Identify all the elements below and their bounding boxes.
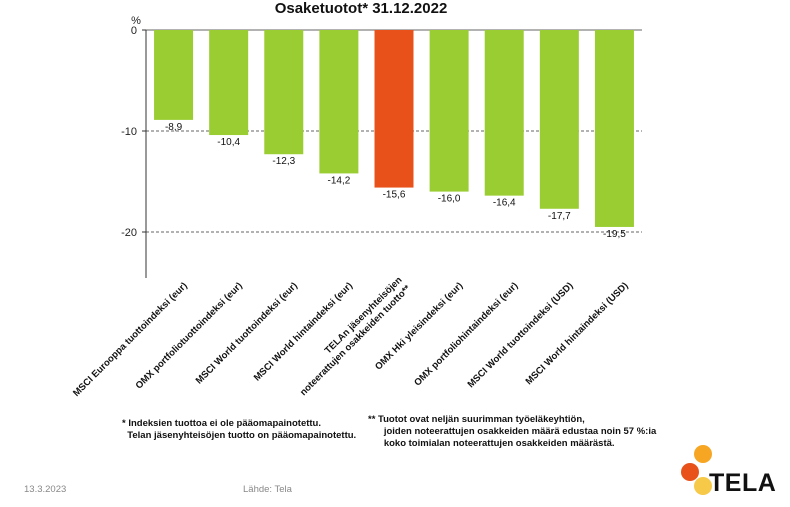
y-axis-unit: %: [131, 15, 141, 27]
category-label: MSCI World tuottoindeksi (USD): [466, 280, 576, 390]
data-label: -15,6: [383, 190, 406, 201]
category-label: OMX portfoliohintaindeksi (eur): [412, 280, 520, 388]
category-label: MSCI World tuottoindeksi (eur): [194, 280, 300, 386]
chart: Osaketuotot* 31.12.2022 % 0 -10 -20 -8,9 -1…: [71, 0, 642, 399]
y-tick-label: -20: [121, 227, 137, 239]
footnote-left-line: Telan jäsenyhteisöjen tuotto on pääomapa…: [122, 430, 357, 441]
category-labels: MSCI Eurooppa tuottoindeksi (eur)OMX por…: [71, 275, 631, 399]
data-label: -16,4: [493, 198, 516, 209]
category-label: MSCI World hintaindeksi (USD): [524, 280, 631, 387]
chart-title: Osaketuotot* 31.12.2022: [275, 0, 448, 17]
data-label: -17,7: [548, 211, 571, 222]
bar: [594, 30, 634, 227]
category-label-text: MSCI World hintaindeksi (USD): [524, 280, 631, 387]
data-label: -16,0: [438, 194, 461, 205]
footnote-left: * Indeksien tuottoa ei ole pääomapainote…: [122, 418, 356, 442]
bar: [154, 30, 194, 120]
data-label: -10,4: [217, 137, 240, 148]
y-axis: 0 -10 -20: [121, 25, 147, 278]
footer-source: Lähde: Tela: [243, 484, 292, 495]
footer-date: 13.3.2023: [24, 484, 67, 495]
category-label-text: MSCI Eurooppa tuottoindeksi (eur): [71, 280, 190, 399]
tela-logo: TELA: [676, 444, 786, 498]
category-label-text: OMX portfoliohintaindeksi (eur): [412, 280, 520, 388]
category-label: MSCI Eurooppa tuottoindeksi (eur): [71, 280, 190, 399]
bar: [429, 30, 469, 192]
data-labels: -8,9 -10,4 -12,3 -14,2 -15,6 -16,0 -16,4 -17,7 -…: [165, 122, 626, 240]
logo-text: TELA: [709, 469, 777, 497]
bar: [209, 30, 249, 136]
category-label-text: MSCI World tuottoindeksi (eur): [194, 280, 300, 386]
footnote-right-line: joiden noteerattujen osakkeiden määrä ed…: [368, 426, 657, 437]
bar: [374, 30, 414, 188]
category-label-text: MSCI World tuottoindeksi (USD): [466, 280, 576, 390]
data-label: -19,5: [603, 229, 626, 240]
y-tick-label: -10: [121, 126, 137, 138]
footnote-right: ** Tuotot ovat neljän suurimman työeläke…: [368, 414, 656, 450]
data-label: -8,9: [165, 122, 183, 133]
bars: [154, 30, 634, 227]
category-label: OMX portfoliotuottoindeksi (eur): [134, 280, 245, 391]
y-tick-label: 0: [131, 25, 137, 37]
category-label-text: OMX portfoliotuottoindeksi (eur): [134, 280, 245, 391]
data-label: -12,3: [272, 156, 295, 167]
bar: [264, 30, 304, 155]
data-label: -14,2: [327, 175, 350, 186]
footnote-right-line: koko toimialan noteerattujen osakkeiden …: [368, 438, 615, 449]
bar: [319, 30, 359, 174]
logo-dots-icon: [681, 445, 712, 495]
footnote-right-line: ** Tuotot ovat neljän suurimman työeläke…: [368, 414, 585, 425]
bar: [539, 30, 579, 209]
footnote-left-line: * Indeksien tuottoa ei ole pääomapainote…: [122, 418, 321, 429]
bar: [484, 30, 524, 196]
